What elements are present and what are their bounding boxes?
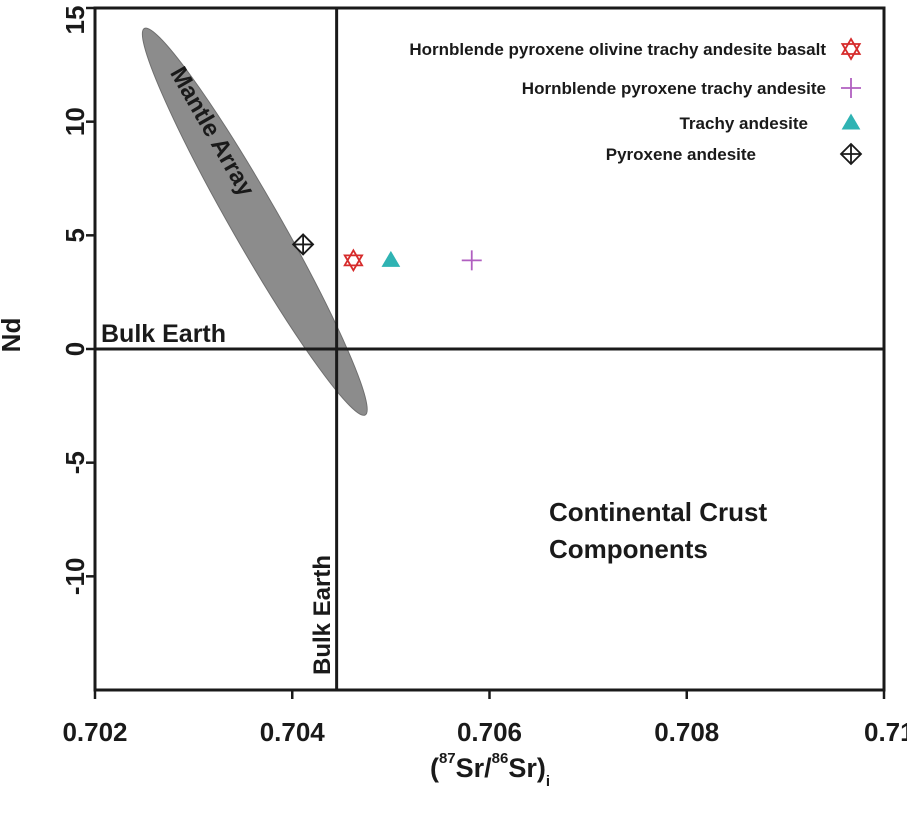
- x-tick-label: 0.71: [864, 717, 907, 747]
- legend-marker: [841, 78, 861, 98]
- x-tick-label: 0.702: [62, 717, 127, 747]
- marker-triangle: [841, 113, 861, 130]
- legend-label: Hornblende pyroxene olivine trachy andes…: [409, 40, 826, 59]
- plot-layer: [141, 27, 482, 416]
- marker-triangle: [381, 250, 401, 267]
- x-label-sub-i: i: [546, 773, 550, 790]
- y-tick-label: -5: [60, 451, 90, 474]
- legend-label: Trachy andesite: [679, 114, 808, 133]
- x-label-sup-87: 87: [439, 750, 456, 767]
- x-label-sup-86: 86: [492, 750, 509, 767]
- y-tick-label: -10: [60, 558, 90, 596]
- y-tick-label: 10: [60, 107, 90, 136]
- x-axis-label: (87Sr/86Sr)i: [430, 750, 550, 790]
- axis-layer: 0.702 0.704 0.706 0.708 0.71 15 10 5 0 -5 -10: [60, 6, 907, 747]
- x-label-sr-a: Sr/: [456, 753, 493, 783]
- legend-label: Hornblende pyroxene trachy andesite: [522, 79, 826, 98]
- y-tick-label: 0: [60, 342, 90, 356]
- legend-marker: [839, 142, 863, 166]
- bulk-earth-vertical-label: Bulk Earth: [309, 555, 336, 675]
- legend-marker: [840, 37, 862, 61]
- data-point: [461, 250, 482, 271]
- data-point: [291, 233, 315, 256]
- marker-triangle-up: [840, 37, 862, 55]
- mantle-array-ellipse: [141, 27, 368, 416]
- x-tick-label: 0.704: [260, 717, 326, 747]
- y-tick-label: 5: [60, 228, 90, 242]
- data-point: [343, 248, 364, 273]
- legend-marker: [841, 113, 861, 130]
- marker-triangle-down: [840, 43, 862, 61]
- legend: Hornblende pyroxene olivine trachy andes…: [409, 37, 863, 166]
- y-axis-label: Nd: [0, 318, 26, 353]
- bulk-earth-horizontal-label: Bulk Earth: [101, 320, 226, 348]
- y-tick-label: 15: [60, 6, 90, 35]
- x-tick-label: 0.706: [457, 717, 522, 747]
- x-tick-label: 0.708: [654, 717, 719, 747]
- data-point: [381, 250, 401, 267]
- legend-label: Pyroxene andesite: [606, 145, 756, 164]
- marker-triangle-up: [343, 248, 364, 267]
- continental-crust-label: Continental Crust: [549, 497, 767, 527]
- continental-components-label: Components: [549, 534, 708, 564]
- x-label-open: (: [430, 753, 439, 783]
- marker-triangle-down: [343, 254, 364, 273]
- x-label-sr-b: Sr): [508, 753, 546, 783]
